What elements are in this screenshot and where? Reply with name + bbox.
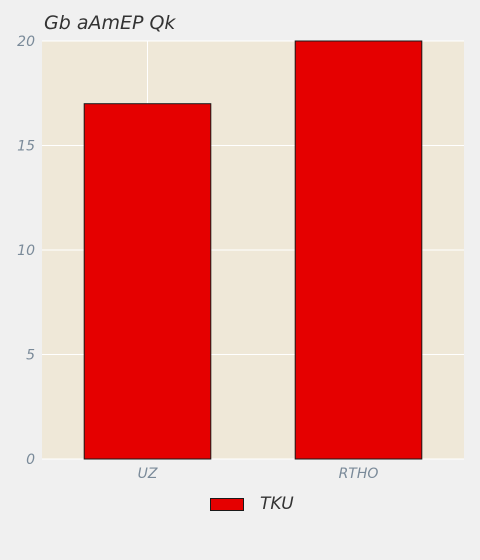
bars <box>83 40 423 460</box>
chart-title: Gb aAmEP Qk <box>44 12 176 34</box>
bar-rtho <box>294 40 423 460</box>
y-tick-label: 15 <box>17 139 35 155</box>
y-tick-label: 0 <box>26 452 35 468</box>
y-tick-label: 10 <box>17 243 35 259</box>
legend-swatch <box>210 497 244 511</box>
x-tick-label: RTHO <box>339 466 379 482</box>
y-tick-label: 5 <box>26 348 35 364</box>
bar-uz <box>83 103 212 460</box>
legend: TKU <box>210 493 294 515</box>
x-tick-label: UZ <box>138 466 158 482</box>
x-axis-ticks: UZ RTHO <box>138 466 379 482</box>
y-tick-label: 20 <box>17 34 35 50</box>
y-axis-ticks: 0 5 10 15 20 <box>17 34 35 468</box>
legend-label: TKU <box>260 494 294 514</box>
